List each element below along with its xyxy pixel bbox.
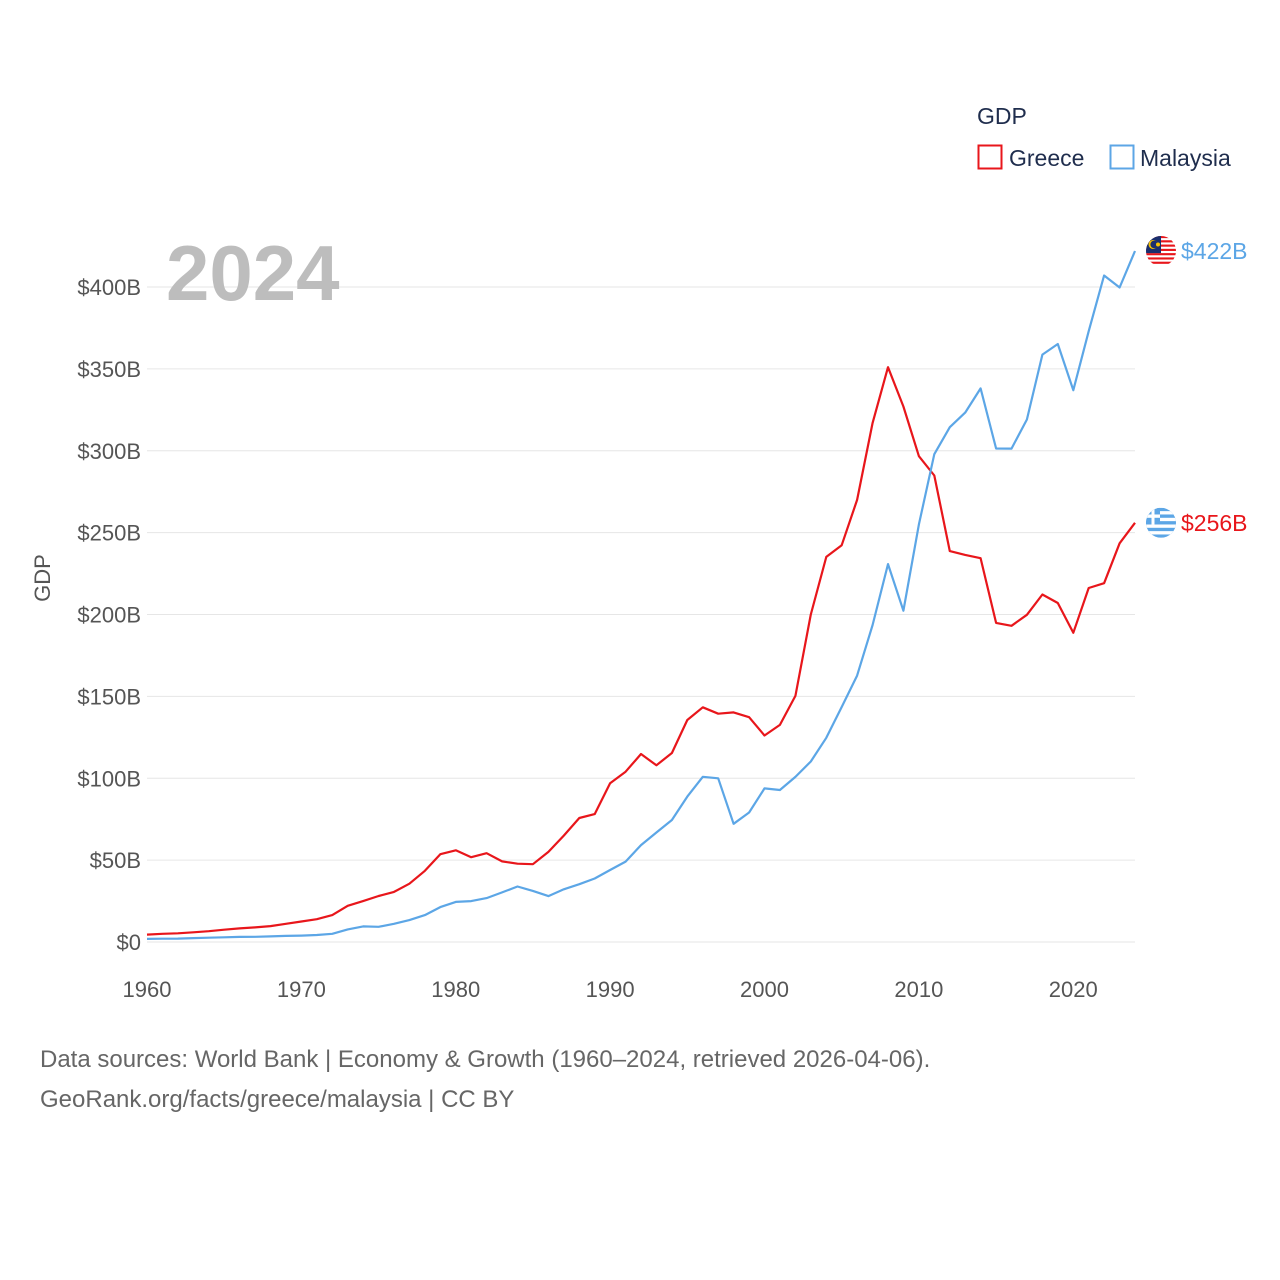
x-tick-label: 2010 bbox=[894, 977, 943, 1002]
legend-title: GDP bbox=[977, 103, 1027, 129]
data-source-footer: Data sources: World Bank | Economy & Gro… bbox=[40, 1040, 1240, 1120]
x-tick-label: 2020 bbox=[1049, 977, 1098, 1002]
legend-label-greece: Greece bbox=[1009, 145, 1084, 171]
y-tick-label: $350B bbox=[77, 357, 141, 382]
legend-label-malaysia: Malaysia bbox=[1140, 145, 1231, 171]
grid-lines bbox=[147, 286, 1135, 943]
x-tick-label: 2000 bbox=[740, 977, 789, 1002]
y-tick-label: $400B bbox=[77, 275, 141, 300]
series-lines bbox=[146, 250, 1137, 940]
gdp-line-chart: $0 $50B $100B $150B $200B $250B $300B $350B $400… bbox=[30, 103, 1248, 1002]
x-tick-label: 1980 bbox=[431, 977, 480, 1002]
end-value-label-malaysia: $422B bbox=[1181, 238, 1248, 264]
y-axis-title: GDP bbox=[30, 554, 55, 602]
legend-swatch-malaysia bbox=[1109, 144, 1135, 170]
y-tick-label: $300B bbox=[77, 439, 141, 464]
x-tick-label: 1960 bbox=[123, 977, 172, 1002]
x-tick-label: 1990 bbox=[586, 977, 635, 1002]
malaysia-flag-icon bbox=[1146, 235, 1176, 266]
x-axis-ticks: 1960 1970 1980 1990 2000 2010 2020 bbox=[123, 977, 1098, 1002]
legend-item-greece[interactable]: Greece bbox=[977, 144, 1085, 171]
y-tick-label: $200B bbox=[77, 603, 141, 628]
series-line-malaysia bbox=[146, 250, 1137, 940]
y-tick-label: $250B bbox=[77, 521, 141, 546]
y-axis-ticks: $0 $50B $100B $150B $200B $250B $300B $350B $400… bbox=[77, 275, 141, 955]
x-tick-label: 1970 bbox=[277, 977, 326, 1002]
footer-sources: Data sources: World Bank | Economy & Gro… bbox=[40, 1046, 931, 1073]
legend-swatch-greece bbox=[977, 144, 1003, 170]
legend: GDP Greece Malaysia bbox=[977, 103, 1231, 171]
legend-item-malaysia[interactable]: Malaysia bbox=[1109, 144, 1231, 171]
end-value-label-greece: $256B bbox=[1181, 510, 1248, 536]
year-label: 2024 bbox=[166, 229, 340, 317]
y-tick-label: $0 bbox=[117, 930, 141, 955]
series-line-greece bbox=[146, 366, 1136, 936]
y-tick-label: $100B bbox=[77, 766, 141, 791]
y-tick-label: $150B bbox=[77, 684, 141, 709]
greece-flag-icon bbox=[1146, 507, 1176, 538]
y-tick-label: $50B bbox=[90, 848, 141, 873]
footer-attribution[interactable]: GeoRank.org/facts/greece/malaysia | CC B… bbox=[40, 1086, 515, 1113]
